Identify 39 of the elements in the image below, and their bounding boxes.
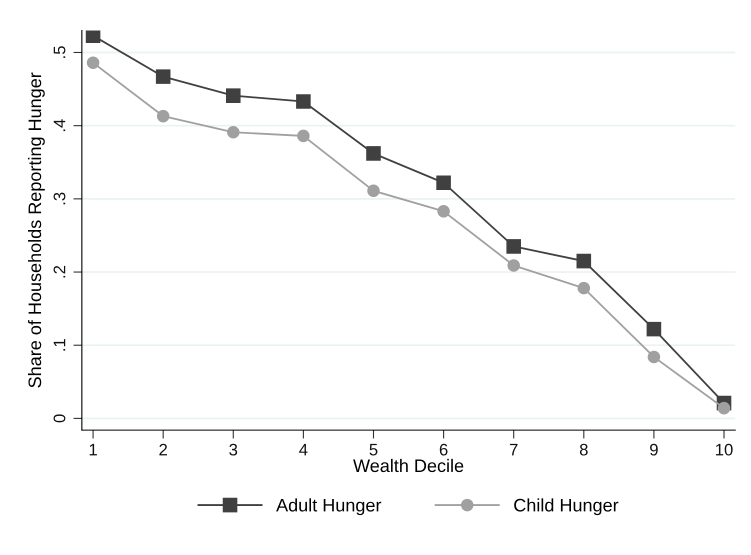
legend-label: Child Hunger: [514, 498, 618, 516]
y-tick-label: .5: [54, 46, 66, 58]
point: [506, 239, 521, 254]
y-tick-label: .2: [54, 266, 66, 278]
x-tick-label: 7: [510, 444, 518, 456]
x-tick-label: 8: [580, 444, 588, 456]
x-tick-label: 2: [159, 444, 167, 456]
point: [367, 184, 380, 198]
y-tick-label: .1: [54, 339, 66, 351]
point: [86, 56, 100, 69]
legend-label: Adult Hunger: [276, 498, 382, 516]
point: [366, 146, 381, 161]
point: [436, 175, 451, 190]
x-axis-title: Wealth Decile: [353, 458, 464, 472]
x-tick-label: 3: [229, 444, 238, 456]
x-tick-label: 5: [370, 444, 378, 456]
x-tick-label: 6: [440, 444, 448, 456]
y-tick-label: .4: [54, 119, 66, 132]
point: [576, 254, 592, 268]
x-tick-label: 9: [650, 444, 658, 456]
point: [296, 94, 311, 109]
y-tick-label: 0: [54, 414, 66, 422]
point: [156, 110, 170, 122]
x-tick-label: 1: [90, 444, 97, 456]
point: [437, 205, 450, 218]
x-tick-label: 4: [299, 444, 308, 456]
point: [718, 402, 730, 414]
point: [227, 126, 240, 139]
point: [226, 88, 241, 103]
point: [578, 282, 590, 294]
y-axis-title: Share of Households Reporting Hunger: [28, 72, 45, 388]
point: [297, 130, 310, 142]
point: [646, 322, 662, 336]
point: [648, 350, 660, 364]
point: [86, 30, 100, 43]
point: [156, 69, 170, 84]
x-tick-label: 10: [716, 444, 733, 456]
y-tick-label: .3: [54, 192, 66, 204]
point: [507, 259, 520, 272]
